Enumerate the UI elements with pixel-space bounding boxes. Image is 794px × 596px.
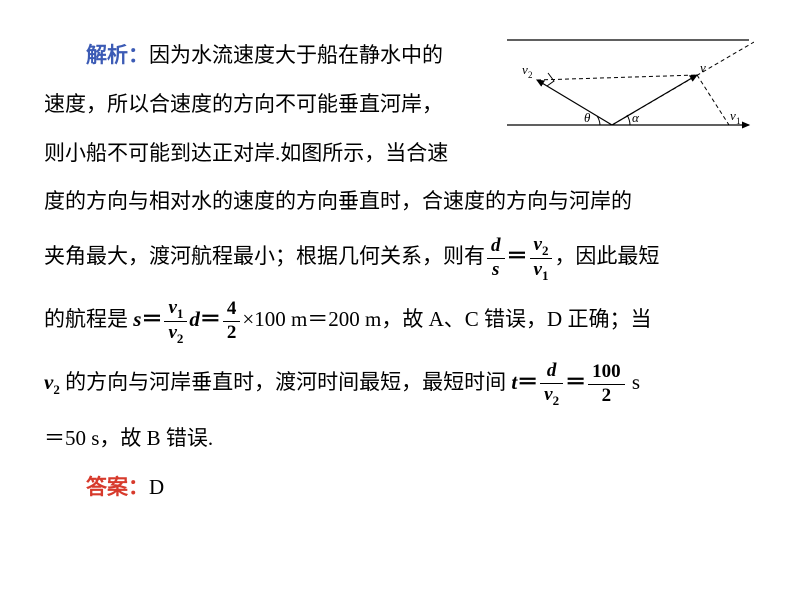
fraction: v1v2 [164, 297, 187, 347]
equals: ＝ [565, 370, 586, 394]
svg-text:θ: θ [584, 110, 591, 125]
var-d: d [189, 307, 200, 331]
velocity-diagram: v 2 v v 1 θ α [502, 30, 754, 140]
paragraph-line: ＝50 s，故 B 错误. [44, 414, 754, 462]
answer-line: 答案：D [44, 463, 754, 511]
text-run: 的方向与河岸垂直时，渡河时间最短，最短时间 [60, 370, 512, 394]
var-v2: v [44, 370, 53, 394]
fraction: ds [487, 235, 505, 282]
svg-text:2: 2 [528, 70, 533, 80]
answer-label: 答案： [86, 475, 149, 499]
svg-text:α: α [632, 110, 640, 125]
fraction: dv2 [540, 360, 563, 408]
equals: ＝ [141, 307, 162, 331]
equals: ＝ [517, 370, 538, 394]
text-run: 因为水流速度大于船在静水中的 [149, 43, 443, 67]
equation-line: v2 的方向与河岸垂直时，渡河时间最短，最短时间 t＝dv2＝1002 s [44, 351, 754, 414]
fraction: v2v1 [530, 234, 553, 284]
equation-line: 夹角最大，渡河航程最小；根据几何关系，则有ds＝v2v1，因此最短 [44, 225, 754, 288]
equals: ＝ [507, 244, 528, 268]
svg-text:1: 1 [736, 116, 741, 126]
text-run: ，因此最短 [554, 244, 659, 268]
text-run: s [627, 370, 640, 394]
fraction: 1002 [588, 361, 625, 408]
svg-text:v: v [700, 60, 706, 75]
text-run: 的航程是 [44, 307, 133, 331]
text-run: 夹角最大，渡河航程最小；根据几何关系，则有 [44, 244, 485, 268]
paragraph-line: 度的方向与相对水的速度的方向垂直时，合速度的方向与河岸的 [44, 177, 754, 225]
equation-line: 的航程是 s＝v1v2d＝42×100 m＝200 m，故 A、C 错误，D 正… [44, 288, 754, 351]
text-run: ×100 m＝200 m，故 A、C 错误，D 正确；当 [242, 307, 651, 331]
fraction: 42 [223, 298, 241, 345]
analysis-label: 解析： [86, 43, 149, 67]
equals: ＝ [200, 307, 221, 331]
answer-value: D [149, 475, 164, 499]
